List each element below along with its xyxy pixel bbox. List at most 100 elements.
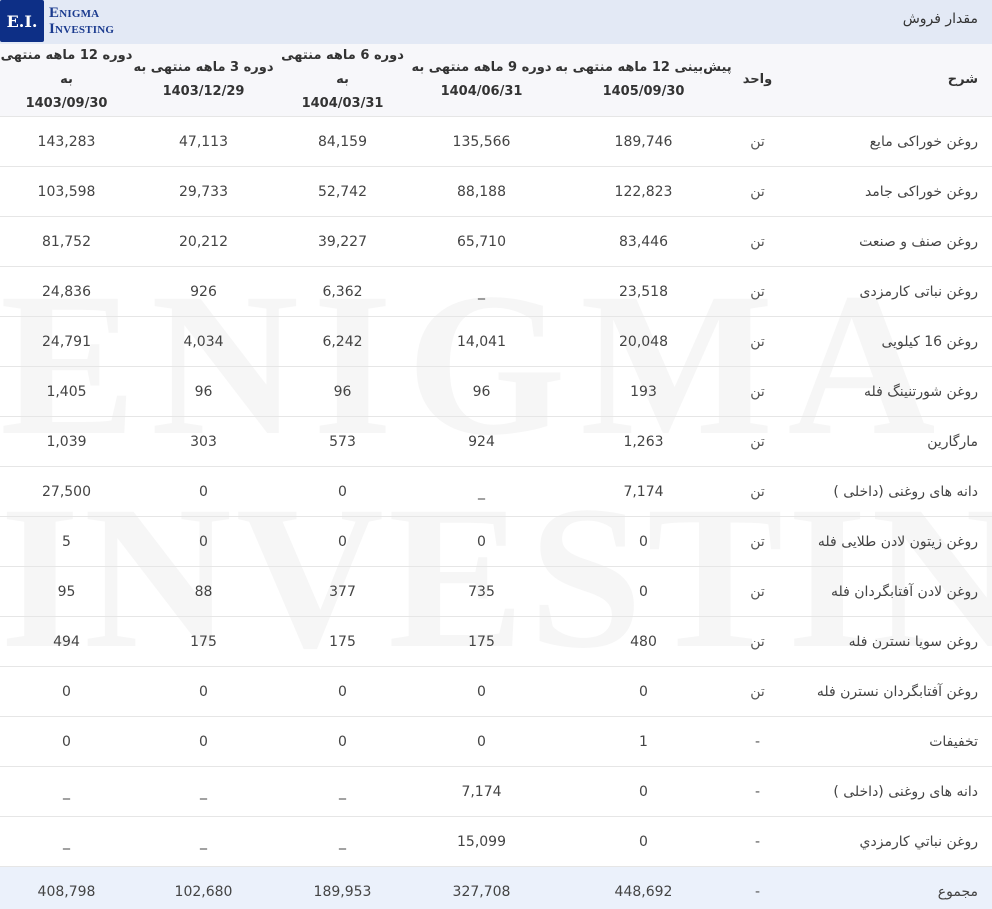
header-label: پیش‌بینی 12 ماهه منتهی به [555,60,732,75]
header-forecast-12m-1405: پیش‌بینی 12 ماهه منتهی به 1405/09/30 [552,44,735,117]
cell-value: 480 [630,633,657,650]
table-header-row: شرح واحد پیش‌بینی 12 ماهه منتهی به 1405/0… [0,44,992,117]
cell-value: 103,598 [37,183,96,200]
cell-value: 0 [199,533,208,550]
total-unit: - [754,883,761,900]
row-unit: - [754,783,761,800]
logo-line-2: Investing [49,21,115,37]
row-description: دانه های روغنی (داخلی ) [833,783,978,800]
cell-value: 924 [468,433,495,450]
cell-value: 1 [639,733,648,750]
row-unit: - [754,833,761,850]
cell-value: 193 [630,383,657,400]
section-header-bar: E.I. Enigma Investing مقدار فروش [0,0,992,44]
header-date: 1404/03/31 [301,96,384,111]
cell-value: 20,212 [179,233,228,250]
cell-value: 926 [190,283,217,300]
cell-value: 0 [639,583,648,600]
cell-value: _ [478,483,485,500]
cell-value: 96 [333,383,352,400]
cell-value: 0 [639,683,648,700]
header-9m-1404-06: دوره 9 ماهه منتهی به 1404/06/31 [411,44,552,117]
table-row: روغن خوراکی جامد تن 122,823 88,188 52,742 29,… [0,166,992,217]
cell-value: _ [339,783,346,800]
row-description: روغن سویا نسترن فله [848,633,978,650]
row-unit: تن [750,383,765,400]
cell-value: 23,518 [619,283,668,300]
row-unit: تن [750,683,765,700]
cell-value: 735 [468,583,495,600]
cell-value: 0 [338,483,347,500]
table-row: روغن نباتی کارمزدی تن 23,518 _ 6,362 926 24,83… [0,266,992,317]
cell-value: 175 [329,633,356,650]
cell-value: 143,283 [37,133,96,150]
table-row: تخفیفات - 1 0 0 0 0 [0,716,992,767]
row-unit: تن [750,533,765,550]
table-row: روغن 16 کیلویی تن 20,048 14,041 6,242 4,034 24… [0,316,992,367]
cell-value: 15,099 [457,833,506,850]
header-label: دوره 9 ماهه منتهی به [411,60,552,75]
header-6m-1404-03: دوره 6 ماهه منتهی به 1404/03/31 [274,44,411,117]
logo-mark: E.I. [0,0,44,42]
header-date: 1403/09/30 [25,96,108,111]
row-description: روغن زیتون لادن طلایی فله [817,533,978,550]
row-description: روغن نباتی کارمزدی [859,283,978,300]
row-unit: تن [750,483,765,500]
cell-value: 5 [62,533,71,550]
row-unit: تن [750,333,765,350]
cell-value: _ [478,283,485,300]
cell-value: 0 [477,533,486,550]
cell-value: 494 [53,633,80,650]
row-description: روغن خوراکی جامد [864,183,978,200]
cell-value: 20,048 [619,333,668,350]
total-value: 327,708 [452,883,511,900]
header-date: 1405/09/30 [602,84,685,99]
total-value: 189,953 [313,883,372,900]
row-unit: تن [750,183,765,200]
cell-value: 83,446 [619,233,668,250]
cell-value: _ [200,833,207,850]
cell-value: 6,242 [322,333,363,350]
row-description: روغن صنف و صنعت [859,233,978,250]
header-unit: واحد [742,72,773,87]
cell-value: 0 [338,733,347,750]
table-row: روغن خوراکی مایع تن 189,746 135,566 84,159 47… [0,116,992,167]
header-label: دوره 6 ماهه منتهی به [281,48,404,87]
cell-value: 377 [329,583,356,600]
total-row: مجموع - 448,692 327,708 189,953 102,680 408,79… [0,866,992,909]
table-row: روغن شورتنینگ فله تن 193 96 96 96 1,405 [0,366,992,417]
header-description: شرح [947,72,978,87]
cell-value: 1,039 [46,433,87,450]
row-description: روغن نباتي کارمزدي [859,833,978,850]
cell-value: 39,227 [318,233,367,250]
enigma-investing-logo: E.I. Enigma Investing [0,0,114,42]
cell-value: 96 [194,383,213,400]
cell-value: 175 [190,633,217,650]
cell-value: 95 [57,583,76,600]
table-row: دانه های روغنی (داخلی ) - 0 7,174 _ _ _ [0,766,992,817]
header-label: دوره 3 ماهه منتهی به [133,60,274,75]
cell-value: 0 [477,683,486,700]
header-12m-1403-09: دوره 12 ماهه منتهی به 1403/09/30 [0,44,133,117]
header-label: دوره 12 ماهه منتهی به [0,48,133,87]
cell-value: 84,159 [318,133,367,150]
sales-volume-table: شرح واحد پیش‌بینی 12 ماهه منتهی به 1405/0… [0,44,992,909]
total-label: مجموع [937,883,978,900]
cell-value: 1,405 [46,383,87,400]
cell-value: 0 [199,683,208,700]
logo-wordmark: Enigma Investing [49,5,114,37]
cell-value: 573 [329,433,356,450]
table-row: دانه های روغنی (داخلی ) تن 7,174 _ 0 0 27,500 [0,466,992,517]
table-row: روغن نباتي کارمزدي - 0 15,099 _ _ _ [0,816,992,867]
cell-value: 0 [62,733,71,750]
cell-value: 0 [199,483,208,500]
row-description: روغن لادن آفتابگردان فله [830,583,978,600]
cell-value: 175 [468,633,495,650]
cell-value: _ [339,833,346,850]
header-3m-1403-12: دوره 3 ماهه منتهی به 1403/12/29 [133,44,274,117]
cell-value: 6,362 [322,283,363,300]
row-description: تخفیفات [929,733,978,750]
cell-value: 81,752 [42,233,91,250]
cell-value: 7,174 [623,483,664,500]
header-date: 1404/06/31 [440,84,523,99]
